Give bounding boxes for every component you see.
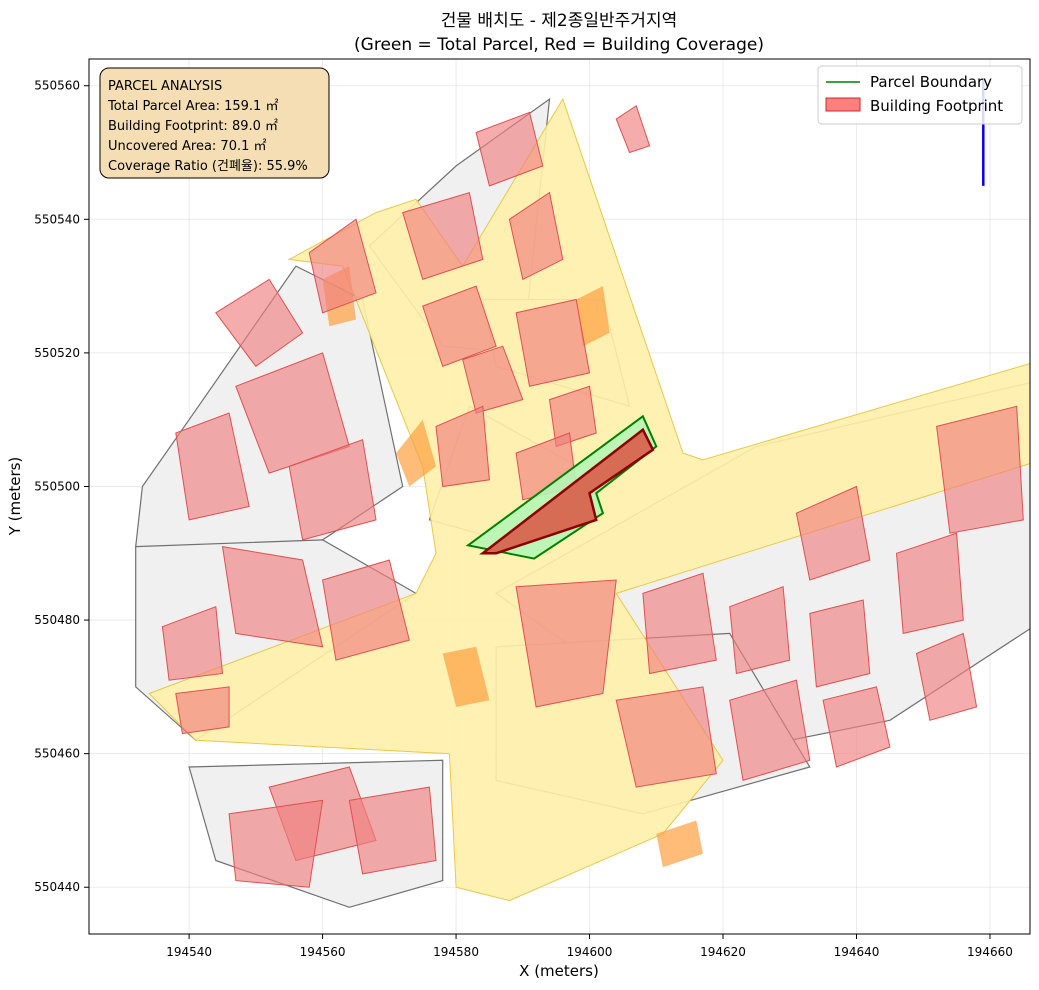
info-box-background xyxy=(99,67,330,179)
legend-building-swatch xyxy=(825,97,861,112)
building-footprint xyxy=(822,686,891,768)
building-footprint xyxy=(221,545,324,648)
building-footprint xyxy=(288,439,377,541)
x-tick-label: 194600 xyxy=(567,945,613,959)
info-box-total-area: Total Parcel Area: 159.1 ㎡ xyxy=(107,99,278,114)
x-tick-label: 194620 xyxy=(700,945,746,959)
y-tick-label: 550560 xyxy=(34,79,80,93)
building-footprint xyxy=(402,191,484,281)
building-footprint xyxy=(936,405,1024,534)
legend-building-label: Building Footprint xyxy=(870,97,1003,115)
building-footprint xyxy=(915,632,978,721)
y-tick-label: 550520 xyxy=(34,346,80,360)
y-tick-label: 550500 xyxy=(34,479,80,493)
x-ticks: 194540 194560 194580 194600 194620 194640 1946… xyxy=(166,934,1013,959)
building-footprint xyxy=(515,579,617,708)
building-footprint xyxy=(228,799,324,888)
building-footprint xyxy=(161,606,224,681)
x-tick-label: 194660 xyxy=(967,945,1013,959)
isolated-building xyxy=(615,105,651,154)
y-axis-label: Y (meters) xyxy=(6,457,24,537)
building-footprint xyxy=(508,191,564,281)
x-tick-label: 194540 xyxy=(166,945,212,959)
building-footprint xyxy=(729,679,811,782)
y-tick-label: 550460 xyxy=(34,747,80,761)
building-footprint xyxy=(642,572,717,675)
info-box: PARCEL ANALYSIS Total Parcel Area: 159.1… xyxy=(99,67,330,179)
x-axis-label: X (meters) xyxy=(519,962,599,980)
info-box-footprint: Building Footprint: 89.0 ㎡ xyxy=(108,119,278,134)
building-footprint xyxy=(475,111,544,187)
building-footprint xyxy=(175,686,230,735)
y-ticks: 550440 550460 550480 550500 550520 550540 5505… xyxy=(34,79,89,894)
building-footprint xyxy=(175,412,250,521)
y-tick-label: 550540 xyxy=(34,212,80,226)
setback-patch xyxy=(442,646,490,707)
building-footprint xyxy=(435,405,490,488)
building-footprint xyxy=(308,218,377,314)
setback-patch xyxy=(656,820,703,868)
building-footprint xyxy=(729,586,791,675)
building-footprint xyxy=(895,532,964,635)
info-box-heading: PARCEL ANALYSIS xyxy=(108,79,222,94)
map-layers xyxy=(135,79,1030,908)
building-footprint xyxy=(422,285,497,367)
legend-parcel-label: Parcel Boundary xyxy=(870,73,992,91)
legend: Parcel Boundary Building Footprint xyxy=(817,65,1023,125)
info-box-uncovered: Uncovered Area: 70.1 ㎡ xyxy=(108,139,267,154)
building-footprint xyxy=(548,385,597,448)
chart-title: 건물 배치도 - 제2종일반주거지역 xyxy=(441,11,677,31)
info-box-coverage-ratio: Coverage Ratio (건폐율): 55.9% xyxy=(108,159,308,174)
x-tick-label: 194640 xyxy=(834,945,880,959)
building-footprint xyxy=(515,298,591,387)
x-tick-label: 194560 xyxy=(300,945,346,959)
building-footprint xyxy=(809,599,871,688)
setback-patch xyxy=(576,286,610,347)
target-building xyxy=(479,427,655,555)
building-footprint xyxy=(348,786,437,875)
legend-frame xyxy=(817,65,1023,125)
axes-frame xyxy=(88,58,1031,935)
plot-area xyxy=(89,59,1030,934)
chart-subtitle: (Green = Total Parcel, Red = Building Co… xyxy=(354,35,764,55)
building-footprint xyxy=(322,559,410,661)
building-footprint xyxy=(615,686,717,788)
setback-patch xyxy=(396,419,436,487)
x-tick-label: 194580 xyxy=(433,945,479,959)
y-tick-label: 550480 xyxy=(34,613,80,627)
building-footprint xyxy=(462,345,524,414)
building-footprint xyxy=(795,485,871,581)
building-footprint xyxy=(215,278,304,367)
y-tick-label: 550440 xyxy=(34,880,80,894)
target-parcel xyxy=(465,414,658,560)
